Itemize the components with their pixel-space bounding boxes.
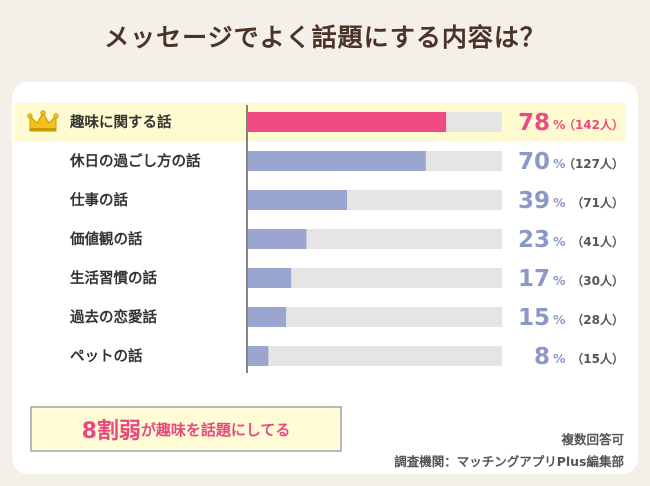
count-label: （28人） — [571, 312, 624, 327]
count-label: （30人） — [571, 273, 624, 288]
crown-band — [30, 128, 56, 131]
value-unit: % — [553, 195, 566, 210]
category-label: 過去の恋愛話 — [69, 308, 157, 326]
category-label: 仕事の話 — [69, 191, 128, 209]
crown-jewel — [53, 113, 59, 119]
crown-jewel — [27, 113, 33, 119]
value-label: 17 — [518, 266, 550, 292]
value-label: 8 — [534, 344, 550, 370]
count-label: （41人） — [571, 234, 624, 249]
bar — [248, 307, 287, 327]
bar-track — [248, 229, 502, 249]
count-label: （142人） — [563, 117, 624, 132]
category-label: 趣味に関する話 — [69, 113, 172, 131]
multiple-answer-note: 複数回答可 — [561, 432, 624, 447]
value-unit: % — [553, 273, 566, 288]
value-unit: % — [553, 234, 566, 249]
count-label: （71人） — [571, 195, 624, 210]
value-label: 70 — [518, 149, 550, 175]
category-label: 休日の過ごし方の話 — [69, 152, 201, 170]
value-unit: % — [553, 156, 566, 171]
value-label: 15 — [518, 305, 550, 331]
bar — [248, 346, 269, 366]
bar-track — [248, 268, 502, 288]
value-label: 78 — [518, 110, 550, 136]
bar — [248, 190, 348, 210]
bar — [248, 151, 426, 171]
count-label: （15人） — [571, 351, 624, 366]
value-unit: % — [553, 117, 566, 132]
bar — [248, 268, 292, 288]
value-label: 39 — [518, 188, 550, 214]
value-unit: % — [553, 312, 566, 327]
summary-callout: 8割弱 が趣味を話題にしてる — [30, 406, 342, 452]
bar-chart: 趣味に関する話 78 %（142人）休日の過ごし方の話 70 %（127人）仕事の話 39… — [14, 103, 626, 373]
crown-jewel — [40, 110, 46, 116]
count-label: （127人） — [563, 156, 624, 171]
crown-icon — [27, 110, 59, 132]
bar — [248, 229, 307, 249]
survey-source-note: 調査機関：マッチングアプリPlus編集部 — [394, 454, 624, 469]
callout-text: が趣味を話題にしてる — [140, 420, 291, 439]
bar — [248, 112, 447, 132]
category-label: 生活習慣の話 — [70, 269, 157, 287]
chart-title: メッセージでよく話題にする内容は？ — [104, 23, 546, 52]
value-label: 23 — [518, 227, 550, 253]
value-unit: % — [553, 351, 566, 366]
category-label: 価値観の話 — [69, 230, 143, 248]
category-label: ペットの話 — [70, 347, 143, 365]
bar-track — [248, 346, 502, 366]
callout-highlight: 8割弱 — [81, 419, 141, 444]
bar-track — [248, 307, 502, 327]
